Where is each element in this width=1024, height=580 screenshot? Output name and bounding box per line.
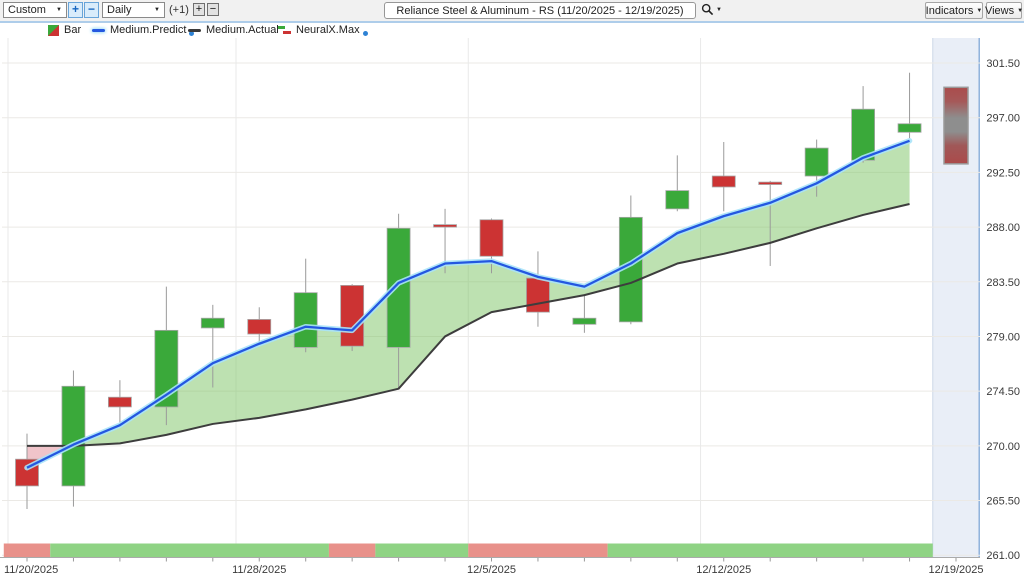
predict-above-actual-fill (73, 140, 910, 446)
indicators-button[interactable]: Indicators ▼ (925, 2, 983, 19)
actual-line-icon (188, 28, 201, 32)
chevron-down-icon: ▼ (154, 7, 160, 13)
y-axis-label: 297.00 (986, 113, 1020, 125)
neuralx-strip-bearish[interactable] (328, 543, 376, 558)
candle-body-up (61, 385, 86, 487)
legend-label: Bar (64, 24, 82, 36)
series-settings-dot-icon[interactable] (362, 31, 368, 36)
chart-legend: Bar Medium.Predict Medium.Actual NeuralX… (0, 23, 1024, 38)
series-settings-dot-icon[interactable] (189, 31, 195, 36)
neuralx-strip-bullish[interactable] (607, 543, 933, 558)
forecast-range-bar[interactable] (943, 86, 969, 165)
chevron-down-icon: ▼ (56, 7, 62, 13)
bar-series-icon (48, 24, 59, 36)
range-select[interactable]: Custom ▼ (3, 2, 67, 18)
search-icon (701, 3, 714, 16)
bar-back-button[interactable]: − (207, 3, 219, 16)
candle-body-up (665, 190, 690, 210)
candle-body-up (572, 317, 597, 325)
bar-forward-button[interactable]: + (193, 3, 205, 16)
legend-label: Medium.Predict (110, 24, 187, 36)
medium-predict-line (26, 139, 910, 469)
y-axis-label: 288.00 (986, 222, 1020, 234)
candle-body-down (340, 284, 365, 347)
legend-label: NeuralX.Max (296, 24, 360, 36)
candle-body-up (804, 147, 829, 177)
legend-item-medium-actual[interactable]: Medium.Actual (188, 23, 279, 37)
candle-body-down (526, 277, 550, 313)
candle-body-up (386, 227, 411, 348)
toolbar: Custom ▼ + − Daily ▼ (+1) + − Reliance S… (0, 0, 1024, 21)
medium-actual-line (27, 203, 910, 447)
neuralx-icon (278, 25, 291, 36)
bar-offset-label: (+1) (169, 4, 189, 16)
neuralx-strip-bullish[interactable] (50, 543, 329, 558)
zoom-out-button[interactable]: − (84, 2, 99, 18)
symbol-title: Reliance Steel & Aluminum - RS (11/20/20… (396, 4, 684, 17)
period-select-value: Daily (107, 4, 132, 16)
y-axis-label: 270.00 (986, 441, 1020, 453)
legend-label: Medium.Actual (206, 24, 279, 36)
symbol-title-box[interactable]: Reliance Steel & Aluminum - RS (11/20/20… (384, 2, 696, 19)
candle-body-down (108, 396, 132, 408)
views-button[interactable]: Views ▼ (984, 2, 1024, 19)
indicators-button-label: Indicators (925, 4, 974, 17)
x-axis-label: 11/28/2025 (232, 564, 286, 576)
predict-line-icon (92, 28, 105, 32)
y-axis-label: 274.50 (986, 386, 1020, 398)
legend-item-neuralx-max[interactable]: NeuralX.Max (278, 23, 368, 37)
legend-item-bar[interactable]: Bar (48, 23, 81, 37)
candle-body-up (293, 292, 318, 348)
candle-body-up (897, 123, 922, 133)
neuralx-strip-bullish[interactable] (375, 543, 469, 558)
toolbar-separator (0, 21, 1024, 23)
symbol-search[interactable]: ▼ (701, 3, 722, 16)
candle-body-up (200, 317, 225, 329)
candle-body-down (247, 319, 272, 335)
y-axis-label: 283.50 (986, 277, 1020, 289)
y-axis-label: 279.00 (986, 331, 1020, 343)
legend-item-medium-predict[interactable]: Medium.Predict (92, 23, 195, 37)
y-axis-label: 292.50 (986, 167, 1020, 179)
candle-body-down (479, 219, 504, 257)
candle-body-down (711, 175, 736, 188)
candle-body-down (433, 224, 457, 228)
zoom-in-button[interactable]: + (68, 2, 83, 18)
x-axis-label: 12/5/2025 (467, 564, 516, 576)
x-axis-label: 11/20/2025 (4, 564, 58, 576)
chevron-down-icon: ▼ (976, 7, 983, 14)
period-select[interactable]: Daily ▼ (102, 2, 165, 18)
neuralx-strip-bearish[interactable] (3, 543, 51, 558)
chevron-down-icon: ▼ (1017, 7, 1024, 14)
views-button-label: Views (984, 4, 1015, 17)
x-axis-label: 12/19/2025 (928, 564, 983, 576)
chevron-down-icon: ▼ (716, 6, 722, 13)
candle-body-down (758, 181, 783, 185)
y-axis-label: 265.50 (986, 496, 1020, 508)
y-axis-label: 301.50 (986, 58, 1020, 70)
y-axis-label: 261.00 (986, 550, 1020, 562)
x-axis-label: 12/12/2025 (696, 564, 751, 576)
range-select-value: Custom (8, 4, 46, 16)
neuralx-strip-bearish[interactable] (468, 543, 608, 558)
